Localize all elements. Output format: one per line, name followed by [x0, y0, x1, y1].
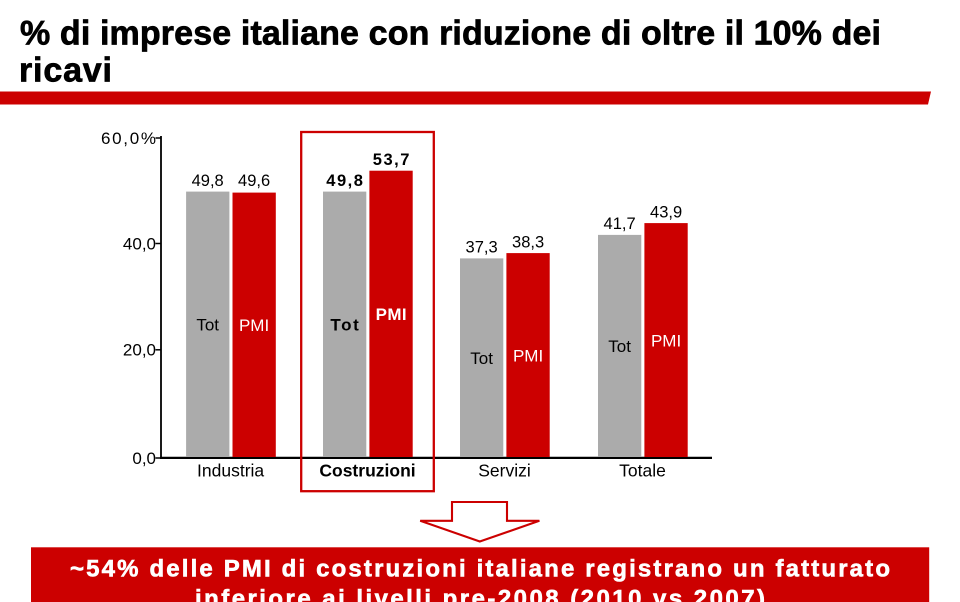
svg-text:Industria: Industria — [197, 461, 264, 481]
svg-text:20,0: 20,0 — [123, 341, 156, 360]
svg-text:Tot: Tot — [470, 349, 493, 368]
svg-text:37,3: 37,3 — [466, 239, 498, 257]
svg-text:Totale: Totale — [619, 461, 666, 481]
svg-text:49,8: 49,8 — [192, 172, 224, 190]
svg-text:inferiore ai livelli pre-2008: inferiore ai livelli pre-2008 (2010 vs 2… — [195, 585, 765, 602]
svg-text:PMI: PMI — [239, 316, 269, 335]
svg-text:41,7: 41,7 — [604, 215, 636, 233]
svg-text:49,8: 49,8 — [326, 172, 363, 190]
svg-text:Tot: Tot — [330, 316, 359, 335]
svg-text:ricavi: ricavi — [19, 51, 112, 89]
svg-text:Servizi: Servizi — [478, 461, 531, 481]
svg-text:Costruzioni: Costruzioni — [319, 461, 415, 481]
svg-text:Tot: Tot — [196, 316, 219, 335]
svg-text:PMI: PMI — [651, 331, 681, 350]
svg-text:PMI: PMI — [376, 305, 407, 324]
svg-text:40,0: 40,0 — [123, 234, 156, 253]
svg-text:~54% delle PMI di costruzioni: ~54% delle PMI di costruzioni italiane r… — [70, 556, 890, 583]
svg-text:38,3: 38,3 — [512, 233, 544, 251]
svg-text:0,0: 0,0 — [132, 449, 156, 468]
svg-text:PMI: PMI — [513, 346, 543, 365]
svg-text:% di imprese italiane con ridu: % di imprese italiane con riduzione di o… — [20, 15, 881, 53]
svg-text:Tot: Tot — [608, 337, 631, 356]
svg-text:53,7: 53,7 — [373, 151, 410, 169]
svg-text:49,6: 49,6 — [238, 172, 270, 190]
svg-text:60,0%: 60,0% — [101, 129, 156, 148]
svg-text:43,9: 43,9 — [650, 203, 682, 221]
